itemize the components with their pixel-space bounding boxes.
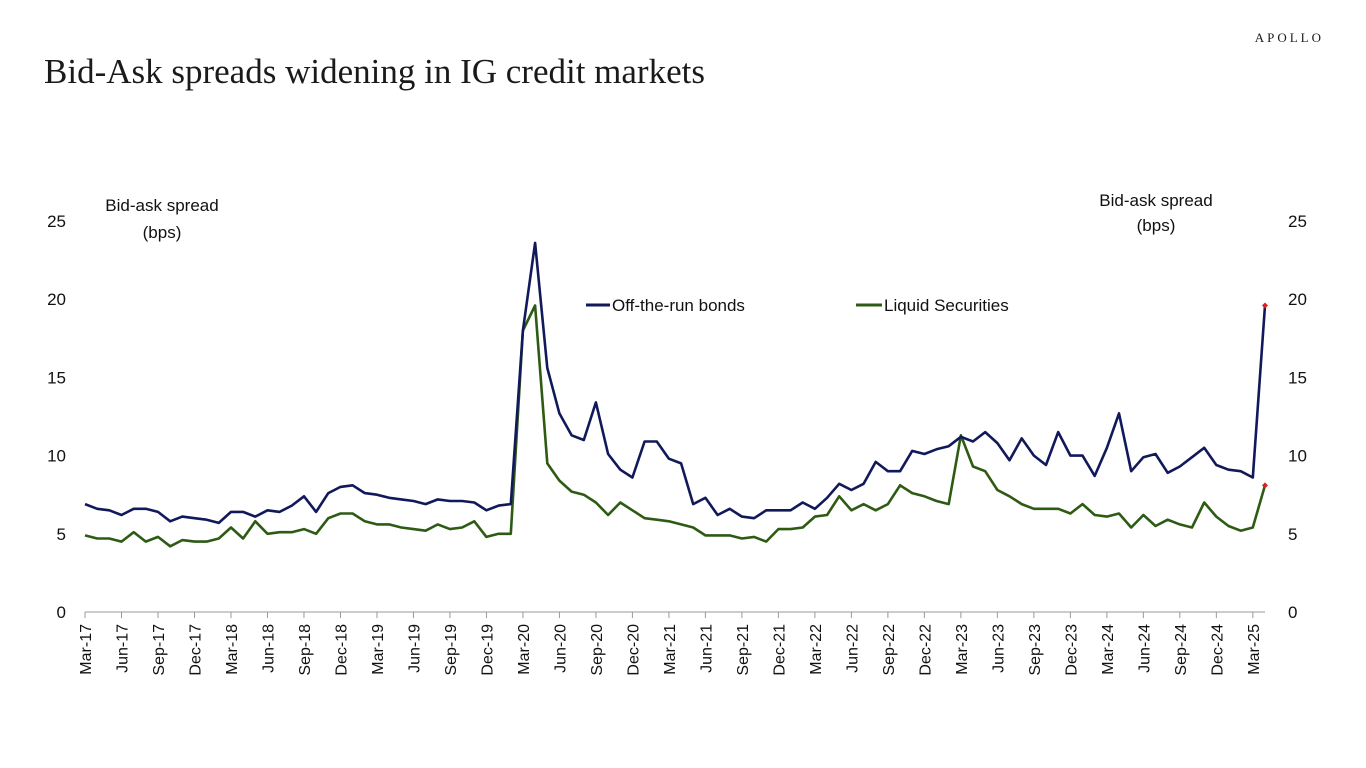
end-point-marker	[1262, 302, 1268, 309]
x-tick-label: Jun-21	[698, 624, 715, 673]
y-tick-left-label: 20	[47, 290, 66, 309]
x-axis-ticks: Mar-17 Jun-17 Sep-17 Dec-17 Mar-18 Jun-18 Sep-…	[78, 612, 1263, 676]
x-tick-label: Dec-23	[1063, 624, 1080, 676]
x-tick-label: Jun-19	[406, 624, 423, 673]
x-tick-label: Sep-21	[735, 624, 752, 676]
x-tick-label: Mar-21	[662, 624, 679, 675]
x-tick-label: Dec-18	[333, 624, 350, 676]
y-axis-right-label-line2: (bps)	[1137, 216, 1176, 235]
y-axis-right-ticks: 0 5 10 15 20 25	[1288, 212, 1307, 622]
legend: Off-the-run bonds Liquid Securities	[586, 296, 1009, 315]
y-tick-left-label: 15	[47, 368, 66, 387]
x-tick-label: Dec-22	[917, 624, 934, 676]
x-tick-label: Mar-18	[224, 624, 241, 675]
chart-title: Bid-Ask spreads widening in IG credit ma…	[44, 52, 705, 91]
x-tick-label: Jun-18	[260, 624, 277, 673]
y-tick-left-label: 10	[47, 447, 66, 466]
y-tick-left-label: 0	[57, 603, 66, 622]
x-tick-label: Dec-17	[187, 624, 204, 676]
series-line-off-the-run-bonds	[84, 241, 1267, 525]
x-tick-label: Dec-24	[1209, 624, 1226, 676]
end-point-marker	[1262, 482, 1268, 489]
x-tick-label: Jun-23	[990, 624, 1007, 673]
x-tick-label: Mar-24	[1100, 624, 1117, 675]
end-markers	[1262, 302, 1268, 489]
y-axis-left-label-line2: (bps)	[143, 223, 182, 242]
x-tick-label: Sep-18	[297, 624, 314, 676]
x-tick-label: Mar-25	[1246, 624, 1263, 675]
series-line-liquid-securities	[84, 304, 1267, 548]
x-tick-label: Jun-24	[1136, 624, 1153, 673]
x-tick-label: Sep-20	[589, 624, 606, 676]
y-tick-left-label: 25	[47, 212, 66, 231]
x-tick-label: Mar-23	[954, 624, 971, 675]
y-tick-right-label: 10	[1288, 447, 1307, 466]
x-tick-label: Mar-19	[370, 624, 387, 675]
y-tick-left-label: 5	[57, 525, 66, 544]
x-tick-label: Dec-19	[479, 624, 496, 676]
series-lines	[84, 241, 1267, 548]
x-tick-label: Sep-22	[881, 624, 898, 676]
y-tick-right-label: 25	[1288, 212, 1307, 231]
y-tick-right-label: 0	[1288, 603, 1297, 622]
y-tick-right-label: 15	[1288, 368, 1307, 387]
brand-logo: APOLLO	[1254, 30, 1324, 45]
legend-label-off-the-run: Off-the-run bonds	[612, 296, 745, 315]
y-axis-left-ticks: 0 5 10 15 20 25	[47, 212, 66, 622]
x-tick-label: Sep-17	[151, 624, 168, 676]
x-tick-label: Mar-17	[78, 624, 95, 675]
x-tick-label: Jun-22	[844, 624, 861, 673]
x-tick-label: Mar-22	[808, 624, 825, 675]
x-tick-label: Sep-19	[443, 624, 460, 676]
x-tick-label: Jun-17	[114, 624, 131, 673]
y-axis-left-label: Bid-ask spread (bps)	[105, 196, 218, 242]
x-tick-label: Jun-20	[552, 624, 569, 673]
x-tick-label: Dec-20	[625, 624, 642, 676]
y-tick-right-label: 20	[1288, 290, 1307, 309]
x-tick-label: Dec-21	[771, 624, 788, 676]
y-axis-right-label: Bid-ask spread (bps)	[1099, 191, 1212, 235]
y-tick-right-label: 5	[1288, 525, 1297, 544]
y-axis-left-label-line1: Bid-ask spread	[105, 196, 218, 215]
x-tick-label: Mar-20	[516, 624, 533, 675]
x-tick-label: Sep-23	[1027, 624, 1044, 676]
y-axis-right-label-line1: Bid-ask spread	[1099, 191, 1212, 210]
x-tick-label: Sep-24	[1173, 624, 1190, 676]
legend-label-liquid: Liquid Securities	[884, 296, 1009, 315]
